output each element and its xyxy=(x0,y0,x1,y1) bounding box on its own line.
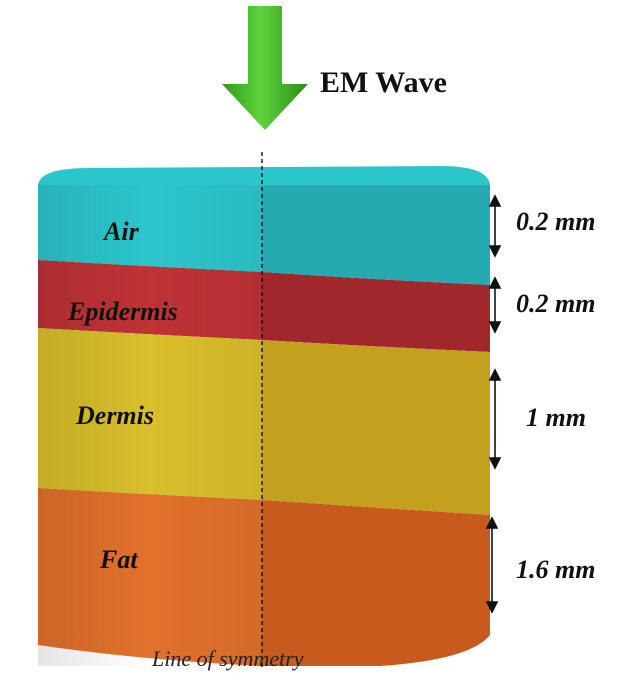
layer-label-dermis: Dermis xyxy=(75,401,154,430)
em-wave-arrow xyxy=(222,6,308,130)
dimension-arrow-air xyxy=(490,196,500,256)
thickness-label-air: 0.2 mm xyxy=(516,207,595,236)
symmetry-label: Line of symmetry xyxy=(151,646,304,671)
thickness-label-epidermis: 0.2 mm xyxy=(516,289,595,318)
layer-fat-front xyxy=(38,488,490,666)
dimension-arrow-dermis xyxy=(490,370,500,468)
layer-label-fat: Fat xyxy=(99,545,138,574)
em-wave-label: EM Wave xyxy=(320,66,447,99)
thickness-label-fat: 1.6 mm xyxy=(516,555,595,584)
layer-label-epidermis: Epidermis xyxy=(67,297,178,326)
layer-label-air: Air xyxy=(102,217,140,246)
thickness-label-dermis: 1 mm xyxy=(526,403,586,432)
dimension-arrow-epidermis xyxy=(490,278,500,332)
